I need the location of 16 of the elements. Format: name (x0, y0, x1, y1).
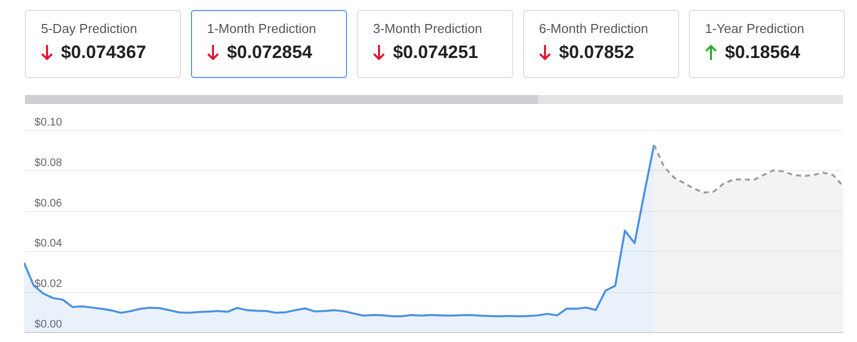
y-tick-label: $0.04 (34, 238, 62, 250)
y-tick-label: $0.10 (34, 116, 62, 128)
text: $0.07852 (559, 42, 634, 63)
y-tick-label: $0.00 (34, 318, 62, 330)
text: 5-Day Prediction (41, 21, 138, 36)
text: 3-Month Prediction (373, 21, 484, 36)
y-tick-label: $0.08 (34, 156, 62, 169)
text: 1-Year Prediction (705, 21, 806, 36)
y-tick-label: $0.02 (34, 278, 62, 290)
text: 1-Month Prediction (207, 21, 318, 36)
y-tick-label: $0.06 (34, 197, 62, 210)
text: $0.072854 (227, 42, 312, 63)
text: 6-Month Prediction (539, 21, 650, 36)
text: $0.074251 (393, 42, 478, 63)
text: $0.074367 (61, 42, 146, 63)
text: $0.18564 (725, 42, 800, 63)
